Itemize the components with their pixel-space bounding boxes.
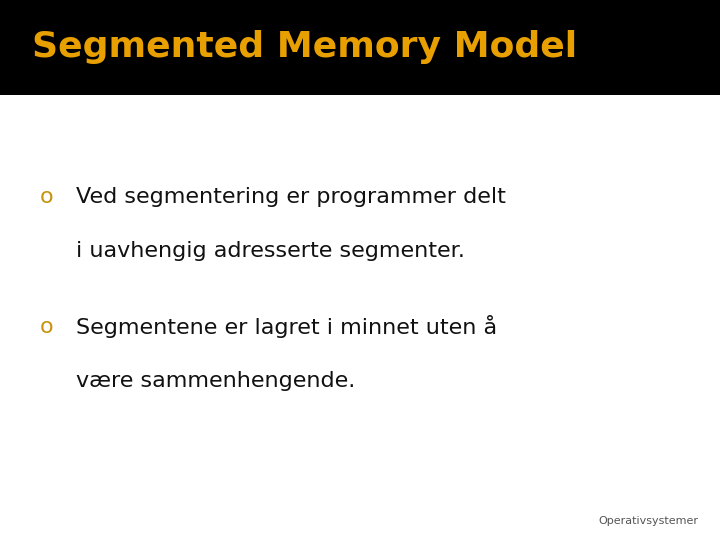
Text: o: o — [40, 187, 53, 207]
Text: Ved segmentering er programmer delt: Ved segmentering er programmer delt — [76, 187, 505, 207]
Text: være sammenhengende.: være sammenhengende. — [76, 370, 355, 391]
Text: i uavhengig adresserte segmenter.: i uavhengig adresserte segmenter. — [76, 241, 464, 261]
Text: Segmentene er lagret i minnet uten å: Segmentene er lagret i minnet uten å — [76, 315, 497, 338]
Text: o: o — [40, 316, 53, 337]
Text: Operativsystemer: Operativsystemer — [598, 516, 698, 526]
FancyBboxPatch shape — [0, 0, 720, 94]
Text: Segmented Memory Model: Segmented Memory Model — [32, 30, 577, 64]
